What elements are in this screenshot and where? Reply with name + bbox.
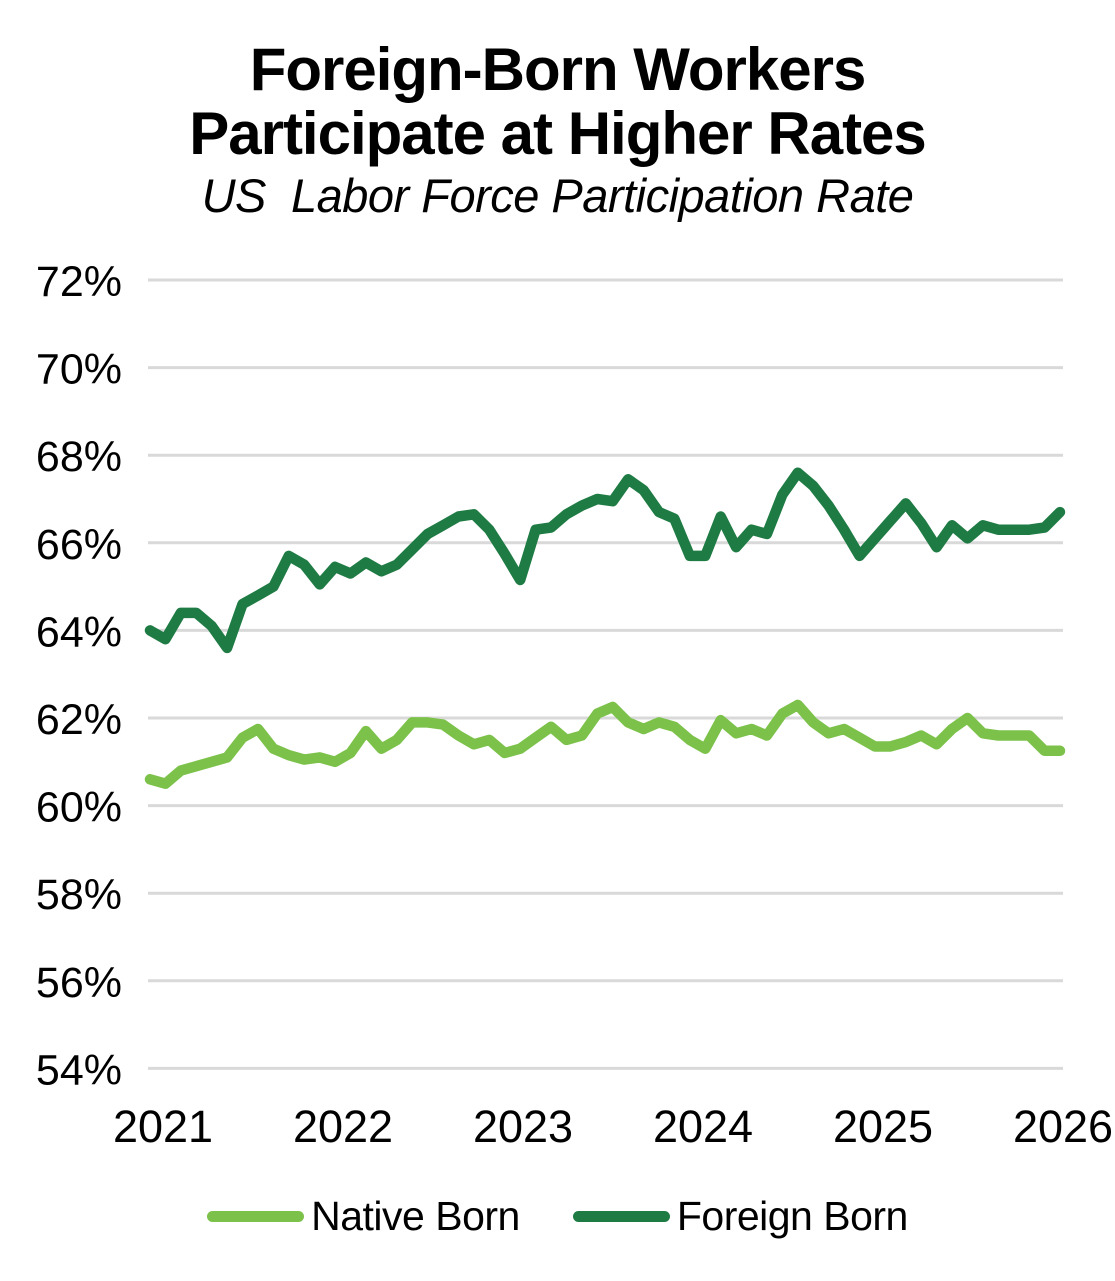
legend-item-foreign-born: Foreign Born bbox=[572, 1192, 909, 1239]
y-axis-label: 66% bbox=[36, 521, 122, 569]
y-axis-label: 72% bbox=[36, 258, 122, 306]
y-axis-label: 64% bbox=[36, 608, 122, 656]
y-axis-label: 68% bbox=[36, 433, 122, 481]
x-axis-label: 2025 bbox=[833, 1101, 933, 1152]
chart-subtitle: US Labor Force Participation Rate bbox=[201, 169, 914, 222]
y-axis-label: 60% bbox=[36, 784, 122, 832]
y-axis-label: 58% bbox=[36, 871, 122, 919]
chart-legend: Native Born Foreign Born bbox=[0, 1191, 1115, 1241]
y-axis-label: 62% bbox=[36, 696, 122, 744]
y-axis-label: 70% bbox=[36, 346, 122, 394]
y-axis-label: 54% bbox=[36, 1046, 122, 1094]
native-born-line-swatch-icon bbox=[207, 1210, 305, 1222]
x-axis-label: 2023 bbox=[473, 1101, 573, 1152]
y-axis-label: 56% bbox=[36, 959, 122, 1007]
x-axis-label: 2021 bbox=[113, 1101, 213, 1152]
page-title-line-2: Participate at Higher Rates bbox=[189, 100, 927, 167]
series-line-native-born bbox=[144, 699, 1066, 789]
page-title-line-1: Foreign-Born Workers bbox=[249, 36, 867, 103]
legend-label-native-born: Native Born bbox=[311, 1192, 520, 1239]
x-axis-label: 2022 bbox=[293, 1101, 393, 1152]
foreign-born-line-swatch-icon bbox=[572, 1210, 670, 1222]
x-axis-label: 2024 bbox=[653, 1101, 753, 1152]
x-axis-label: 2026 bbox=[1013, 1101, 1113, 1152]
legend-label-foreign-born: Foreign Born bbox=[676, 1192, 909, 1239]
legend-item-native-born: Native Born bbox=[207, 1192, 520, 1239]
series-line-foreign-born bbox=[144, 467, 1066, 654]
